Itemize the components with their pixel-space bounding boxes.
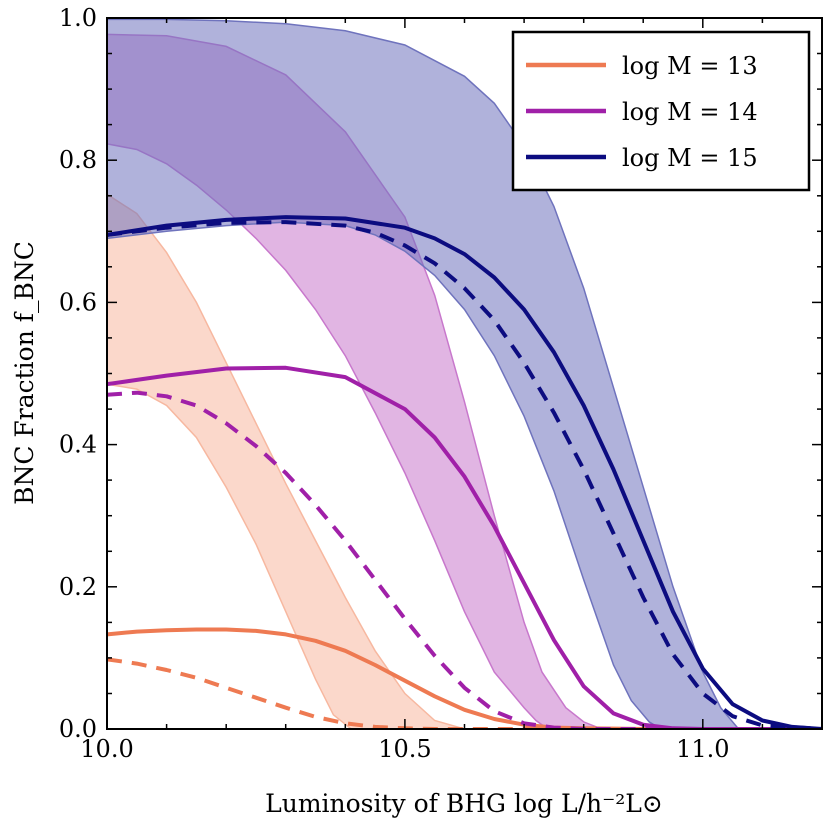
x-tick-label: 10.0: [80, 735, 133, 763]
x-axis-title: Luminosity of BHG log L/h⁻²L⊙: [265, 789, 663, 818]
y-tick-label: 1.0: [59, 4, 97, 32]
y-tick-label: 0.8: [59, 146, 97, 174]
x-tick-label: 10.5: [378, 735, 431, 763]
band-series-0: [107, 193, 465, 729]
y-axis-title: BNC Fraction f_BNC: [10, 241, 39, 505]
y-tick-label: 0.2: [59, 573, 97, 601]
dashed-line-series-0: [107, 657, 822, 729]
legend: log M = 13 log M = 14 log M = 15: [511, 30, 811, 192]
legend-label-1: log M = 14: [622, 98, 758, 126]
y-tick-label: 0.0: [59, 715, 97, 743]
legend-label-0: log M = 13: [622, 52, 758, 80]
legend-label-2: log M = 15: [622, 144, 758, 172]
solid-line-series-2: [107, 215, 822, 729]
x-tick-label: 11.0: [676, 735, 729, 763]
dashed-line-series-2: [107, 220, 822, 729]
y-tick-label: 0.4: [59, 431, 97, 459]
y-tick-label: 0.6: [59, 288, 97, 316]
plot-frame: [106, 17, 823, 730]
